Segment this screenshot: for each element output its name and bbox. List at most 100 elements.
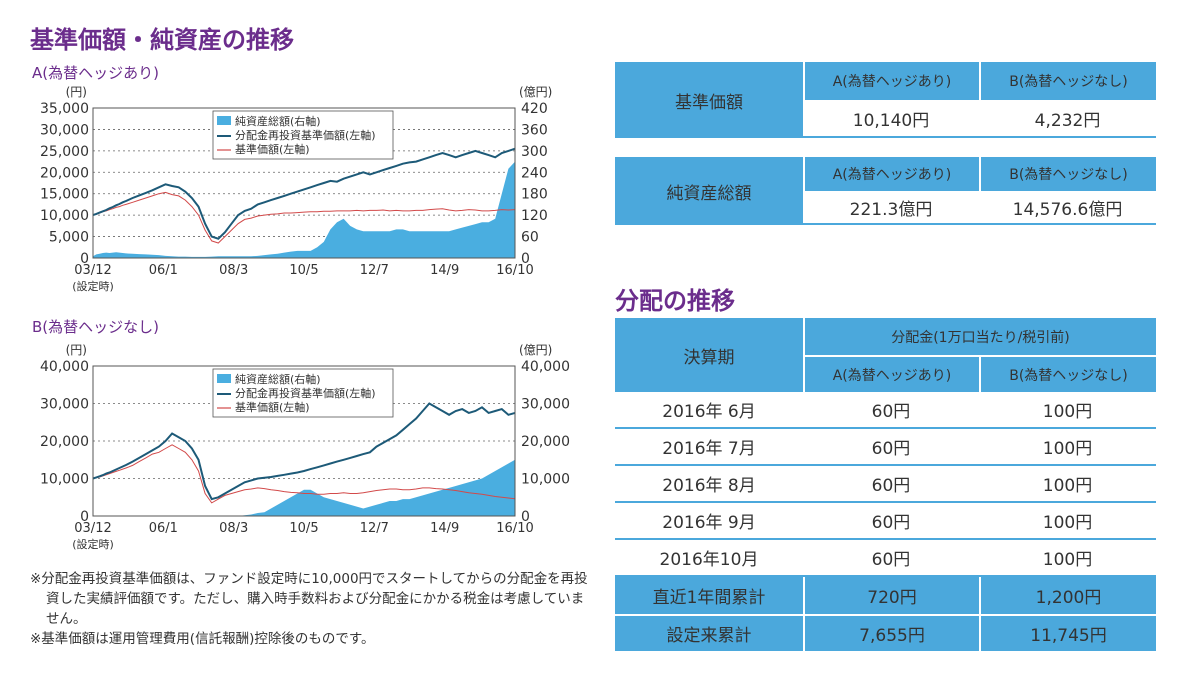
left-axis-unit: (円)	[66, 343, 87, 357]
series-line-reinvest	[92, 402, 516, 501]
summary-a: 720円	[803, 577, 979, 614]
chart-a-label: A(為替ヘッジあり)	[32, 64, 159, 82]
plot-frame	[92, 365, 516, 517]
row-label-nav: 基準価額	[615, 62, 803, 138]
dist-col-a-header: A(為替ヘッジあり)	[803, 355, 979, 392]
x-tick-label: 14/9	[430, 263, 459, 278]
col-a-header: A(為替ヘッジあり)	[803, 62, 979, 100]
right-axis-unit: (億円)	[519, 343, 552, 357]
right-axis-unit: (億円)	[519, 85, 552, 99]
right-tick-label: 10,000	[521, 472, 570, 488]
chart-b: (円) (億円) 0 10,000 20,000 30,000 40,000 0 10,000 2…	[40, 343, 570, 551]
x-sub-label: (設定時)	[72, 537, 114, 551]
legend-label: 基準価額(左軸)	[235, 400, 310, 414]
left-tick-label: 15,000	[40, 187, 89, 203]
left-tick-label: 35,000	[40, 101, 89, 117]
legend-label: 純資産総額(右軸)	[235, 372, 321, 386]
dist-a-cell: 60円	[803, 503, 979, 540]
right-tick-label: 180	[521, 187, 548, 203]
period-cell: 2016年 9月	[615, 503, 803, 540]
series-line-reinvest	[92, 147, 516, 240]
col-b-header-2: B(為替ヘッジなし)	[979, 157, 1156, 191]
left-tick-label: 10,000	[40, 208, 89, 224]
left-tick-label: 30,000	[40, 122, 89, 138]
chart-b-label: B(為替ヘッジなし)	[32, 318, 159, 336]
right-tick-label: 60	[521, 230, 539, 246]
plot-frame	[92, 107, 516, 259]
nav-a-value: 10,140円	[803, 100, 979, 138]
x-tick-label: 03/12	[74, 263, 111, 278]
left-tick-label: 20,000	[40, 434, 89, 450]
summary-a: 7,655円	[803, 614, 979, 651]
summary-b: 1,200円	[979, 577, 1156, 614]
period-cell: 2016年 8月	[615, 466, 803, 503]
x-tick-label: 10/5	[289, 263, 318, 278]
legend-label: 基準価額(左軸)	[235, 142, 310, 156]
x-tick-label: 12/7	[360, 521, 389, 536]
left-tick-label: 10,000	[40, 472, 89, 488]
assets-table: 純資産総額 A(為替ヘッジあり) B(為替ヘッジなし) 221.3億円 14,5…	[615, 157, 1156, 225]
dist-b-cell: 100円	[979, 429, 1156, 466]
legend-label: 分配金再投資基準価額(左軸)	[235, 386, 376, 400]
x-tick-label: 08/3	[219, 521, 248, 536]
summary-row: 設定来累計 7,655円 11,745円	[615, 614, 1156, 651]
right-tick-label: 30,000	[521, 397, 570, 413]
section-title-nav: 基準価額・純資産の推移	[30, 26, 294, 54]
table-row: 2016年10月 60円 100円	[615, 540, 1156, 577]
summary-label: 設定来累計	[615, 614, 803, 651]
period-cell: 2016年 6月	[615, 392, 803, 429]
table-row: 2016年 8月 60円 100円	[615, 466, 1156, 503]
dist-b-cell: 100円	[979, 503, 1156, 540]
x-tick-label: 10/5	[289, 521, 318, 536]
right-tick-label: 360	[521, 122, 548, 138]
right-tick-label: 0	[521, 509, 530, 525]
dist-col-b-header: B(為替ヘッジなし)	[979, 355, 1156, 392]
series-area-net-assets	[93, 459, 515, 516]
summary-label: 直近1年間累計	[615, 577, 803, 614]
left-tick-label: 5,000	[49, 230, 89, 246]
legend-box	[212, 110, 394, 160]
legend-swatch-area	[217, 374, 231, 383]
x-tick-label: 12/7	[360, 263, 389, 278]
x-tick-label: 14/9	[430, 521, 459, 536]
series-line-nav	[92, 444, 516, 504]
distribution-header: 分配金(1万口当たり/税引前)	[803, 318, 1156, 355]
chart-a: (円) (億円) 0 5,000 10,000 15,000 20,000 25,000 30,…	[40, 85, 552, 293]
col-a-header-2: A(為替ヘッジあり)	[803, 157, 979, 191]
summary-row: 直近1年間累計 720円 1,200円	[615, 577, 1156, 614]
dist-a-cell: 60円	[803, 392, 979, 429]
dist-b-cell: 100円	[979, 540, 1156, 577]
distribution-table: 決算期 分配金(1万口当たり/税引前) A(為替ヘッジあり) B(為替ヘッジなし…	[615, 318, 1156, 651]
dist-b-cell: 100円	[979, 392, 1156, 429]
series-line-nav	[92, 191, 516, 244]
dist-a-cell: 60円	[803, 540, 979, 577]
dist-b-cell: 100円	[979, 466, 1156, 503]
legend-swatch-area	[217, 116, 231, 125]
footnotes: ※分配金再投資基準価額は、ファンド設定時に10,000円でスタートしてからの分配…	[30, 569, 590, 649]
table-row: 2016年 6月 60円 100円	[615, 392, 1156, 429]
dist-a-cell: 60円	[803, 429, 979, 466]
legend-box	[212, 368, 394, 418]
x-tick-label: 16/10	[496, 263, 533, 278]
right-tick-label: 420	[521, 101, 548, 117]
x-tick-label: 08/3	[219, 263, 248, 278]
summary-table: 基準価額 A(為替ヘッジあり) B(為替ヘッジなし) 10,140円 4,232…	[615, 62, 1156, 138]
table-row: 2016年 7月 60円 100円	[615, 429, 1156, 466]
right-tick-label: 0	[521, 251, 530, 267]
dist-a-cell: 60円	[803, 466, 979, 503]
period-cell: 2016年 7月	[615, 429, 803, 466]
right-tick-label: 40,000	[521, 359, 570, 375]
legend-label: 分配金再投資基準価額(左軸)	[235, 128, 376, 142]
x-tick-label: 16/10	[496, 521, 533, 536]
table-row: 2016年 9月 60円 100円	[615, 503, 1156, 540]
right-tick-label: 300	[521, 144, 548, 160]
left-tick-label: 0	[80, 251, 89, 267]
section-title-distribution: 分配の推移	[615, 287, 735, 315]
left-tick-label: 0	[80, 509, 89, 525]
right-tick-label: 240	[521, 165, 548, 181]
x-tick-label: 06/1	[149, 521, 178, 536]
left-tick-label: 30,000	[40, 397, 89, 413]
right-tick-label: 120	[521, 208, 548, 224]
left-tick-label: 20,000	[40, 165, 89, 181]
x-tick-label: 06/1	[149, 263, 178, 278]
